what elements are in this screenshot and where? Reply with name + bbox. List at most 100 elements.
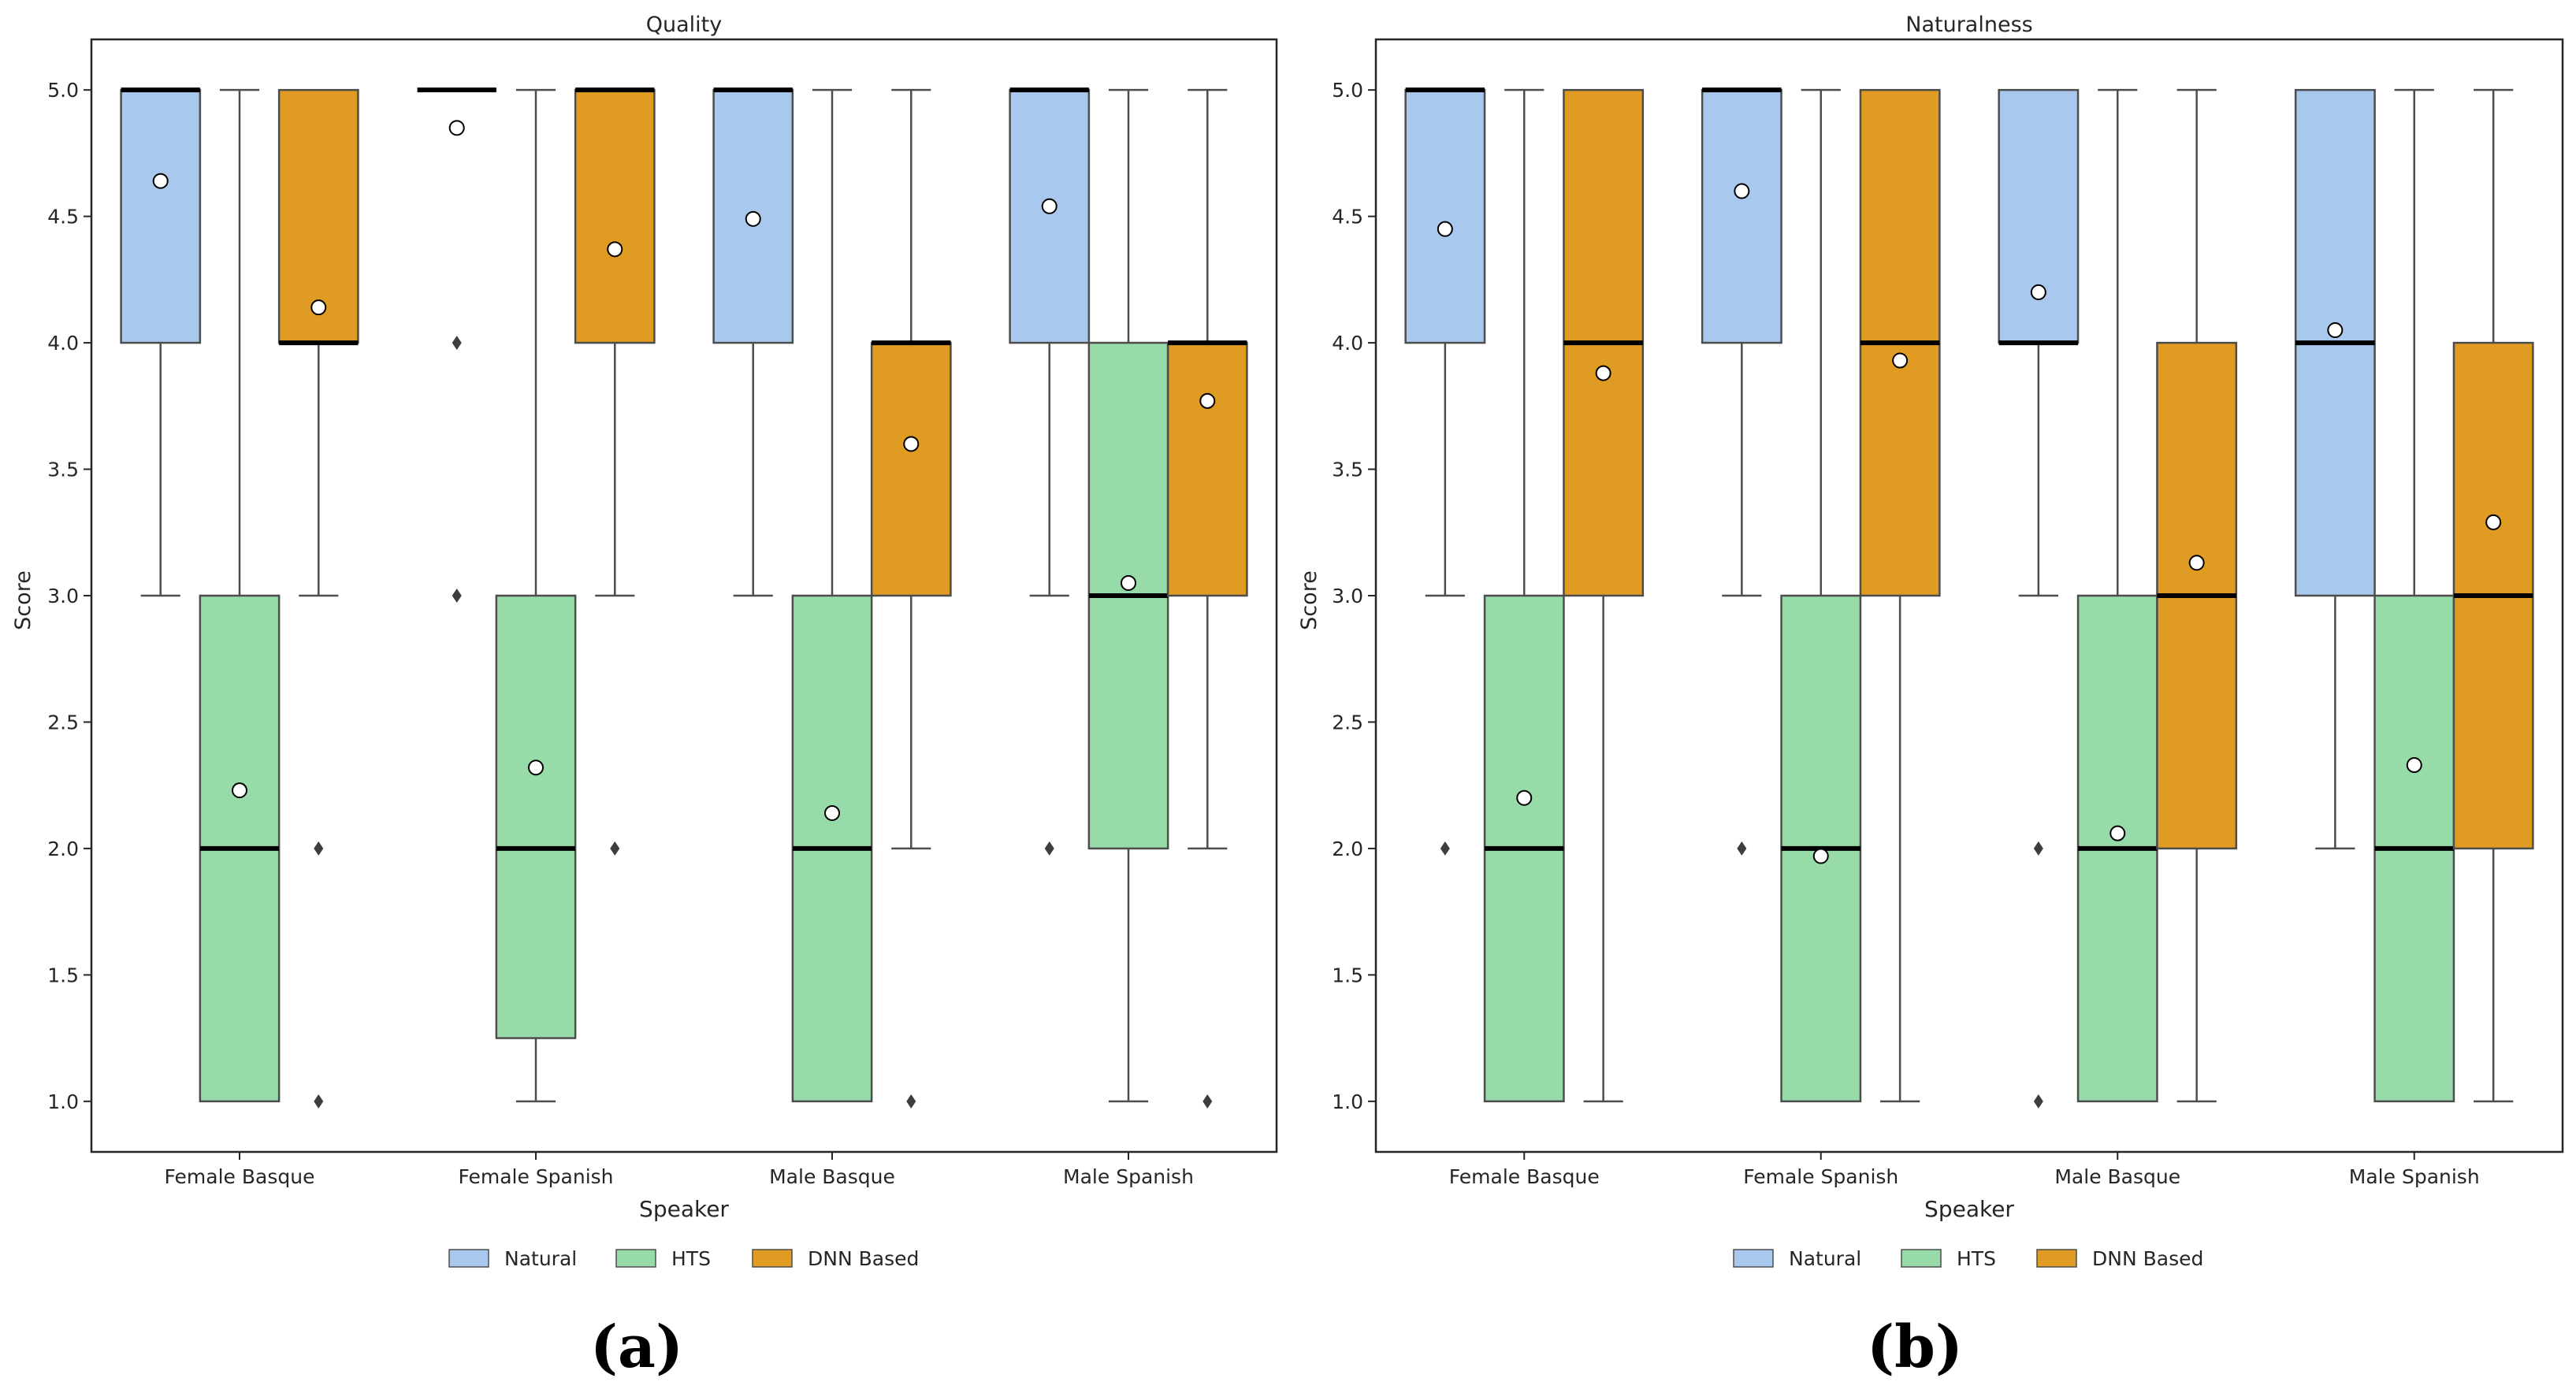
box-dnn-based: [870, 88, 952, 1109]
box-hts: [2373, 88, 2455, 1103]
box-dnn-based: [574, 87, 656, 856]
legend: Natural HTS DNN Based: [448, 1247, 919, 1270]
mean-marker: [1041, 198, 1058, 214]
mean-marker: [448, 120, 465, 136]
y-tick-label: 3.5: [47, 459, 79, 481]
y-tick-label: 2.5: [1332, 711, 1363, 734]
mean-marker: [1734, 183, 1750, 199]
y-tick-label: 2.5: [47, 711, 79, 734]
outlier-point: [452, 336, 462, 351]
legend-label-hts: HTS: [671, 1247, 711, 1270]
legend: Natural HTS DNN Based: [1733, 1247, 2203, 1270]
y-tick-label: 3.0: [47, 585, 79, 607]
outlier-point: [2033, 841, 2043, 856]
plot-marks: 1.0 1.5 2.0 2.5 3.0 3.5 4.0 4.5 5.0 Female Basque…: [1332, 38, 2564, 1188]
mean-marker: [1595, 365, 1611, 381]
legend-label-natural: Natural: [504, 1247, 577, 1270]
mean-marker: [745, 210, 761, 227]
box-dnn-based: [1563, 88, 1645, 1103]
mean-marker: [824, 804, 840, 821]
mean-marker: [2327, 322, 2344, 339]
box-natural: [417, 87, 496, 603]
x-tick-label: Female Basque: [165, 1165, 315, 1188]
legend-label-natural: Natural: [1789, 1247, 1861, 1270]
legend-label-hts: HTS: [1957, 1247, 1996, 1270]
outlier-point: [314, 841, 324, 856]
x-tick-label: Male Spanish: [2349, 1165, 2480, 1188]
y-tick-label: 2.0: [47, 838, 79, 860]
mean-marker: [607, 241, 623, 258]
y-tick-label: 3.5: [1332, 459, 1363, 481]
mean-marker: [2485, 514, 2502, 530]
naturalness-chart: Naturalness Score Speaker Natural HTS DN…: [1297, 13, 2564, 1381]
box-body: [120, 88, 202, 344]
box-natural: [712, 87, 794, 597]
quality-chart: Quality Score Speaker Natural HTS DNN Ba…: [11, 13, 1278, 1381]
mean-marker: [1121, 574, 1136, 591]
x-tick-label: Male Spanish: [1063, 1165, 1194, 1188]
box-natural: [120, 87, 202, 597]
box-body: [1404, 88, 1486, 344]
mean-marker: [2109, 825, 2126, 841]
mean-marker: [152, 173, 169, 189]
y-tick-label: 5.0: [1332, 79, 1363, 102]
outlier-point: [610, 841, 620, 856]
legend-swatch-natural: [448, 1249, 489, 1268]
y-tick-label: 4.5: [47, 206, 79, 228]
mean-marker: [1199, 392, 1216, 409]
y-tick-label: 3.0: [1332, 585, 1363, 607]
outlier-point: [1737, 841, 1747, 856]
legend-label-dnn: DNN Based: [2092, 1247, 2203, 1270]
box-dnn-based: [277, 88, 359, 1109]
mean-marker: [1812, 848, 1829, 864]
outlier-point: [1203, 1094, 1213, 1109]
x-axis-label: Speaker: [639, 1196, 729, 1222]
box-body: [870, 341, 952, 597]
y-tick-label: 4.0: [47, 332, 79, 355]
y-tick-label: 1.5: [1332, 964, 1363, 986]
box-body: [495, 594, 577, 1039]
box-hts: [791, 88, 873, 1103]
box-hts: [1780, 88, 1862, 1103]
legend-swatch-dnn: [752, 1249, 793, 1268]
outlier-point: [1440, 841, 1450, 856]
box-natural: [2294, 88, 2376, 850]
x-tick-label: Female Spanish: [458, 1165, 613, 1188]
chart-title: Naturalness: [1905, 13, 2032, 37]
box-hts: [495, 88, 577, 1103]
mean-marker: [1437, 221, 1453, 237]
box-dnn-based: [2452, 88, 2534, 1103]
y-tick-label: 1.0: [47, 1090, 79, 1113]
y-tick-label: 4.5: [1332, 206, 1363, 228]
box-natural: [1404, 87, 1486, 856]
legend-swatch-hts: [1901, 1249, 1942, 1268]
box-body: [1701, 88, 1782, 344]
legend-swatch-dnn: [2036, 1249, 2077, 1268]
y-tick-label: 1.0: [1332, 1090, 1363, 1113]
chart-title: Quality: [646, 13, 722, 37]
box-hts: [1087, 88, 1169, 1103]
outlier-point: [906, 1094, 916, 1109]
mean-marker: [1516, 789, 1533, 806]
outlier-point: [452, 589, 462, 603]
box-dnn-based: [1859, 88, 1941, 1103]
legend-label-dnn: DNN Based: [808, 1247, 919, 1270]
mean-marker: [1892, 352, 1909, 369]
legend-swatch-natural: [1733, 1249, 1774, 1268]
outlier-point: [2033, 1094, 2043, 1109]
box-dnn-based: [2156, 88, 2238, 1103]
outlier-point: [1044, 841, 1054, 856]
x-tick-label: Male Basque: [2054, 1165, 2180, 1188]
box-body: [1998, 88, 2080, 344]
x-tick-label: Female Basque: [1449, 1165, 1600, 1188]
panel-label: (b): [1867, 1313, 1963, 1381]
x-tick-label: Male Basque: [769, 1165, 895, 1188]
plot-marks: 1.0 1.5 2.0 2.5 3.0 3.5 4.0 4.5 5.0 Female Basque…: [47, 38, 1278, 1188]
y-tick-label: 4.0: [1332, 332, 1363, 355]
y-axis-label: Score: [1297, 570, 1321, 630]
box-natural: [1998, 88, 2080, 1109]
mean-marker: [232, 782, 247, 799]
mean-marker: [903, 436, 920, 452]
box-body: [574, 88, 656, 344]
